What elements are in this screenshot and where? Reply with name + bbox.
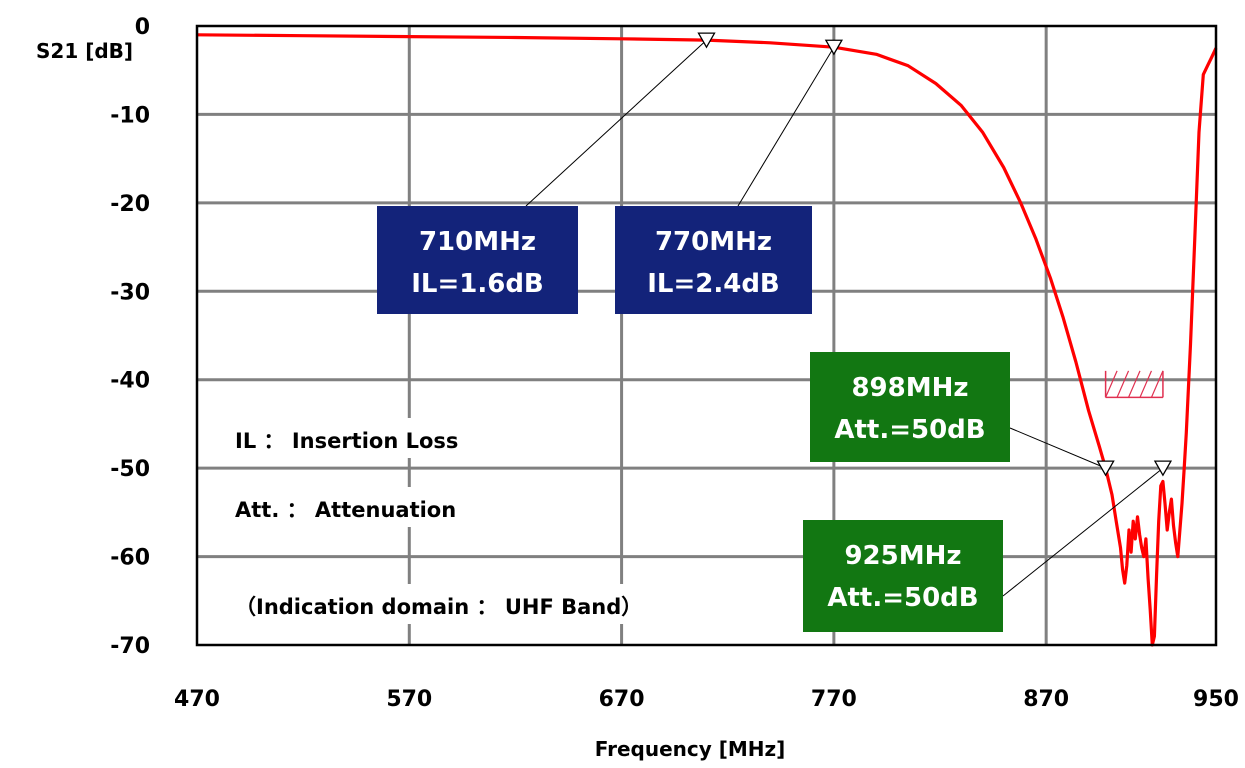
spec-mask-hatch <box>1150 370 1164 398</box>
spec-mask <box>1104 370 1164 399</box>
series-line-0 <box>196 33 1218 647</box>
annotation-box-bg <box>810 352 1010 462</box>
legend-backdrop <box>223 584 663 624</box>
annotation-text: Att.=50dB <box>834 415 985 445</box>
annotation-box: 898MHz Att.=50dB <box>810 352 1010 462</box>
marker-triangle <box>1096 460 1115 477</box>
annotation-box: 925MHz Att.=50dB <box>803 520 1003 632</box>
annotation-text: 710MHz <box>419 227 536 257</box>
y-tick-label: -50 <box>110 457 150 482</box>
x-tick-label: 470 <box>174 687 220 712</box>
y-tick-label: -60 <box>110 546 150 571</box>
leader-line <box>525 39 707 207</box>
marker-triangle <box>1153 460 1173 477</box>
annotation-text: 770MHz <box>655 227 772 257</box>
spec-mask-hatch <box>1139 370 1153 398</box>
plot-frame <box>195 24 1218 647</box>
leader-line <box>737 46 835 207</box>
legend-line: （Indication domain ： UHF Band） <box>235 595 642 619</box>
x-tick-label: 570 <box>386 687 432 712</box>
annotation-text: 898MHz <box>851 373 968 403</box>
x-tick-label: 870 <box>1023 687 1069 712</box>
legend-line: Att. ： Attenuation <box>235 498 456 522</box>
spec-mask-hatch <box>1105 370 1118 398</box>
annotation-box-bg <box>615 206 812 314</box>
annotation-box: 770MHz IL=2.4dB <box>615 206 812 314</box>
legend-backdrop <box>223 418 513 458</box>
grid <box>197 26 1216 645</box>
annotation-text: Att.=50dB <box>827 583 978 613</box>
marker-triangle <box>824 39 843 56</box>
spec-mask-hatch <box>1116 370 1130 398</box>
annotation-box-bg <box>377 206 578 314</box>
y-tick-label: -40 <box>110 369 150 394</box>
y-tick-label: -20 <box>110 192 150 217</box>
x-tick-label: 670 <box>599 687 645 712</box>
legend-line: IL ： Insertion Loss <box>235 429 458 453</box>
annotation-box: 710MHz IL=1.6dB <box>377 206 578 314</box>
annotation-box-bg <box>803 520 1003 632</box>
legend: IL ： Insertion Loss Att. ： Attenuation （In… <box>223 418 663 624</box>
x-axis-title: Frequency [MHz] <box>595 737 786 761</box>
spec-mask-hatch <box>1127 370 1141 398</box>
tick-labels: 0 -10 -20 -30 -40 -50 -60 -70 470 570 670 770 870 950 <box>110 15 1239 712</box>
annotation-text: 925MHz <box>844 541 961 571</box>
legend-backdrop <box>223 487 483 527</box>
leader-line <box>1009 427 1106 469</box>
series-layer <box>196 33 1218 647</box>
leader-lines <box>525 39 1164 597</box>
leader-line <box>1002 467 1164 597</box>
x-tick-label: 770 <box>811 687 857 712</box>
y-axis-title: S21 [dB] <box>36 39 133 63</box>
x-tick-label: 950 <box>1193 687 1239 712</box>
y-tick-label: -70 <box>110 634 150 659</box>
marker-triangle <box>697 32 716 49</box>
annotation-text: IL=2.4dB <box>647 269 780 299</box>
y-tick-label: -10 <box>110 103 150 128</box>
y-tick-label: 0 <box>135 15 150 40</box>
annotation-boxes: 710MHz IL=1.6dB 770MHz IL=2.4dB 898MHz Att.=5… <box>377 206 1010 632</box>
y-tick-label: -30 <box>110 280 150 305</box>
annotation-text: IL=1.6dB <box>411 269 544 299</box>
markers <box>697 32 1173 477</box>
